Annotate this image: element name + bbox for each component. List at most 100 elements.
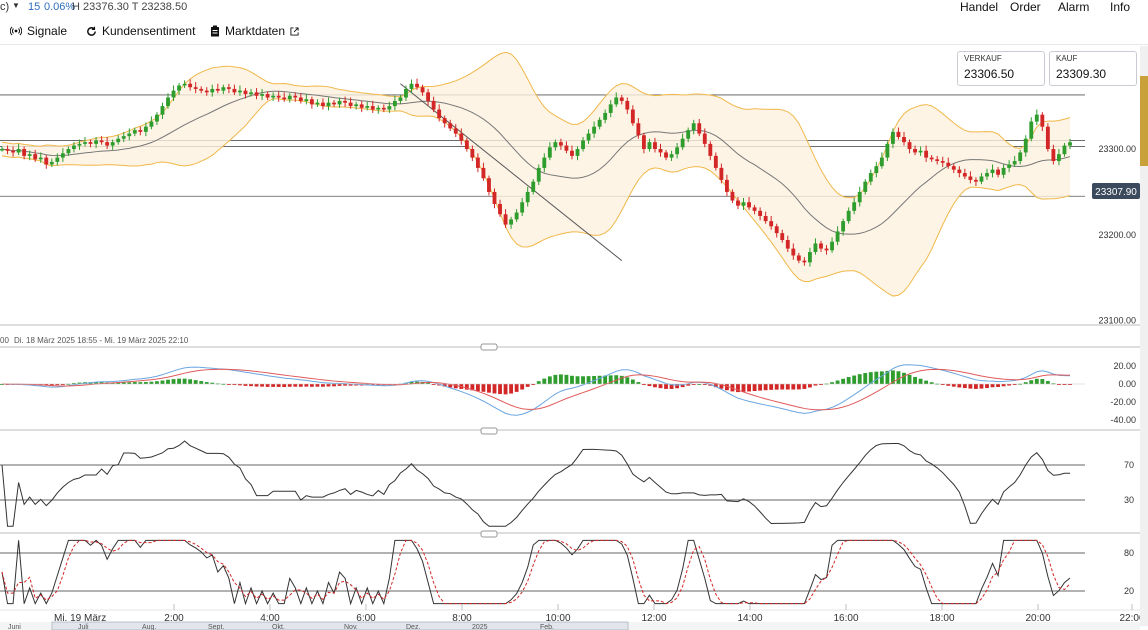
candle-body <box>542 157 547 168</box>
chevron-down-icon[interactable]: ▼ <box>12 1 20 10</box>
macd-histogram-bar <box>487 384 491 393</box>
macd-histogram-bar <box>376 384 381 386</box>
macd-histogram-bar <box>713 384 718 388</box>
candle-body <box>149 121 154 127</box>
panel-resize-handle[interactable] <box>480 427 498 435</box>
candle-body <box>298 97 303 101</box>
macd-histogram-bar <box>276 384 281 387</box>
macd-histogram-bar <box>769 384 774 390</box>
macd-histogram-bar <box>940 384 945 385</box>
macd-histogram-bar <box>686 384 691 386</box>
candle-body <box>265 94 270 98</box>
macd-histogram-bar <box>597 375 602 384</box>
panel-resize-handle[interactable] <box>480 530 498 538</box>
candle-body <box>558 142 563 146</box>
macd-histogram-bar <box>553 374 558 384</box>
candle-body <box>5 149 10 151</box>
candle-body <box>132 130 137 134</box>
price-tick-label: 23200.00 <box>1098 230 1136 240</box>
panel-resize-handle[interactable] <box>480 343 498 351</box>
candle-body <box>553 142 558 148</box>
candle-body <box>907 142 912 150</box>
candle-body <box>33 154 38 160</box>
candle-body <box>49 161 54 165</box>
timeframe-value[interactable]: 15 <box>28 1 41 13</box>
macd-histogram-bar <box>658 384 663 389</box>
candle-body <box>210 88 215 93</box>
navigator-window[interactable] <box>51 621 629 630</box>
candle-body <box>996 169 1000 175</box>
candle-body <box>813 243 818 253</box>
macd-histogram-bar <box>287 384 292 387</box>
macd-histogram-bar <box>968 384 973 389</box>
candle-body <box>420 87 425 93</box>
candle-body <box>951 166 956 170</box>
candle-body <box>188 83 193 88</box>
candle-body <box>946 162 951 167</box>
tab-marktdaten[interactable]: Marktdaten <box>210 24 299 38</box>
day-label: Mi. 19 März <box>54 613 106 624</box>
macd-tick-label: 0.00 <box>1118 379 1136 389</box>
menu-handel[interactable]: Handel <box>960 0 999 14</box>
candle-body <box>282 97 287 100</box>
refresh-icon <box>86 26 97 37</box>
candle-body <box>736 200 740 206</box>
macd-histogram-bar <box>160 380 165 384</box>
macd-histogram-bar <box>902 372 906 384</box>
macd-histogram-bar <box>1001 384 1006 387</box>
buy-quote-box[interactable]: KAUF 23309.30 <box>1049 51 1137 86</box>
macd-histogram-bar <box>226 384 231 385</box>
macd-histogram-bar <box>315 384 320 387</box>
candle-body <box>105 142 110 146</box>
macd-histogram-bar <box>962 384 967 389</box>
clipboard-icon <box>210 25 220 37</box>
tab-kundensentiment[interactable]: Kundensentiment <box>86 24 195 38</box>
macd-histogram-bar <box>265 384 270 387</box>
macd-histogram-bar <box>1012 384 1017 385</box>
macd-histogram-bar <box>807 384 812 388</box>
macd-histogram-bar <box>542 378 547 384</box>
candle-body <box>653 142 657 150</box>
macd-histogram-bar <box>155 381 159 384</box>
candle-body <box>1023 138 1028 153</box>
candle-body <box>309 99 314 105</box>
macd-histogram-bar <box>260 384 265 387</box>
candle-body <box>437 109 442 119</box>
navigator-label: Dez. <box>406 624 420 630</box>
candle-body <box>509 219 514 225</box>
rsi-line <box>1 440 1071 527</box>
vertical-scrollbar[interactable] <box>1140 46 1148 626</box>
macd-histogram-bar <box>1040 379 1045 384</box>
macd-histogram-bar <box>929 382 934 384</box>
macd-histogram-bar <box>321 384 325 387</box>
macd-histogram-bar <box>653 384 657 388</box>
menu-info[interactable]: Info <box>1110 0 1131 14</box>
macd-histogram-bar <box>664 384 668 389</box>
candle-body <box>603 112 608 120</box>
macd-histogram-bar <box>774 384 779 390</box>
candle-body <box>940 161 945 163</box>
candle-body <box>387 106 392 110</box>
macd-histogram-bar <box>44 384 49 386</box>
change-percent: 0.06% <box>44 1 76 13</box>
macd-histogram-bar <box>326 384 331 387</box>
candle-body <box>304 99 309 101</box>
macd-histogram-bar <box>907 374 912 384</box>
candle-body <box>702 133 707 144</box>
candle-body <box>404 88 408 98</box>
scrollbar-thumb[interactable] <box>1140 76 1148 166</box>
candle-body <box>857 191 862 203</box>
sell-quote-box[interactable]: VERKAUF 23306.50 <box>957 51 1045 86</box>
candle-body <box>116 138 121 143</box>
time-tick-label: 10:00 <box>545 613 570 624</box>
menu-order[interactable]: Order <box>1010 0 1041 14</box>
candle-body <box>514 212 519 220</box>
price-tick-label: 23300.00 <box>1098 144 1136 154</box>
macd-histogram-bar <box>481 384 486 392</box>
candle-body <box>276 95 281 98</box>
menu-alarm[interactable]: Alarm <box>1058 0 1090 14</box>
candle-body <box>824 248 829 251</box>
tab-signale[interactable]: Signale <box>10 24 67 38</box>
candle-body <box>531 181 536 192</box>
